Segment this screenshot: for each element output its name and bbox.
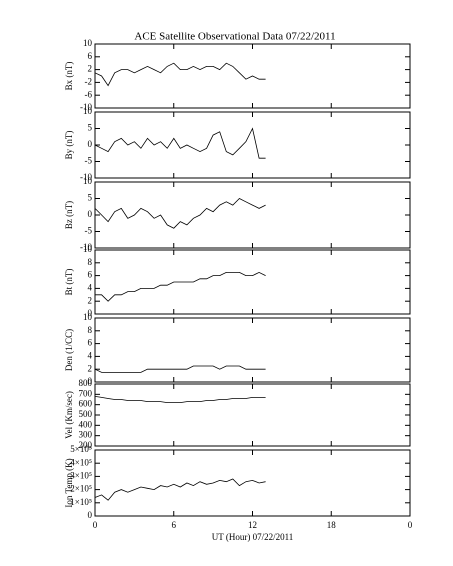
y-tick-label: -6	[85, 89, 93, 99]
y-tick-label: 600	[79, 399, 93, 409]
y-tick-label: 3×10⁵	[70, 470, 92, 480]
y-tick-label: 10	[83, 176, 93, 186]
y-axis-label: Den (1/CC)	[64, 329, 74, 371]
y-tick-label: 700	[79, 388, 93, 398]
y-tick-label: -2	[85, 76, 93, 86]
y-tick-label: 6	[88, 270, 93, 280]
y-tick-label: 8	[88, 325, 93, 335]
y-tick-label: 5	[88, 193, 93, 203]
y-axis-label: Bx (nT)	[64, 62, 74, 91]
y-tick-label: -10	[80, 102, 92, 112]
data-line	[94, 365, 266, 373]
data-line	[94, 62, 266, 87]
y-tick-label: -10	[80, 242, 92, 252]
y-tick-label: 10	[83, 38, 93, 48]
y-tick-label: -5	[85, 156, 93, 166]
y-tick-label: 200	[79, 440, 93, 450]
x-tick-label: 0	[408, 520, 413, 530]
y-tick-label: 0	[88, 376, 93, 386]
y-tick-label: -5	[85, 226, 93, 236]
data-line	[94, 478, 266, 501]
y-tick-label: 0	[88, 209, 93, 219]
data-line	[94, 396, 266, 403]
y-tick-label: 10	[83, 312, 93, 322]
y-tick-label: 5×10⁵	[70, 444, 92, 454]
x-tick-label: 6	[172, 520, 177, 530]
y-tick-label: 1×10⁵	[70, 497, 92, 507]
panel-frame	[94, 249, 411, 315]
y-tick-label: 6	[88, 51, 93, 61]
y-axis-label: By (nT)	[64, 131, 74, 160]
data-line	[94, 127, 266, 159]
chart-title: ACE Satellite Observational Data 07/22/2…	[134, 31, 335, 43]
panel-frame	[94, 383, 411, 447]
panel-frame	[94, 111, 411, 179]
y-tick-label: 500	[79, 409, 93, 419]
y-tick-label: 10	[83, 106, 93, 116]
y-tick-label: 300	[79, 430, 93, 440]
y-tick-label: 0	[88, 308, 93, 318]
y-tick-label: 400	[79, 419, 93, 429]
y-axis-label: Bt (nT)	[64, 269, 74, 296]
y-tick-label: 6	[88, 338, 93, 348]
x-tick-label: 0	[93, 520, 98, 530]
data-line	[94, 198, 266, 229]
data-line	[95, 271, 266, 302]
y-axis-label: Vel (Km/sec)	[64, 391, 74, 439]
y-tick-label: 2×10⁵	[70, 484, 92, 494]
y-tick-label: 2	[88, 64, 93, 74]
y-axis-label: Bz (nT)	[64, 201, 74, 229]
y-tick-label: 800	[79, 378, 93, 388]
panel-frame	[94, 181, 411, 249]
y-tick-label: 4	[88, 282, 93, 292]
x-tick-label: 18	[327, 520, 337, 530]
y-tick-label: 8	[88, 257, 93, 267]
y-tick-label: 0	[88, 510, 93, 520]
y-tick-label: 4	[88, 350, 93, 360]
y-tick-label: 10	[83, 244, 93, 254]
y-tick-label: 4×10⁵	[70, 457, 92, 467]
y-tick-label: 0	[88, 139, 93, 149]
y-tick-label: 2	[88, 363, 93, 373]
x-axis-label: UT (Hour) 07/22/2011	[212, 532, 294, 542]
y-tick-label: -10	[80, 172, 92, 182]
y-tick-label: 5	[88, 123, 93, 133]
x-tick-label: 12	[248, 520, 257, 530]
panel-frame	[94, 449, 411, 517]
y-tick-label: 2	[88, 295, 93, 305]
panel-frame	[94, 317, 411, 383]
y-axis-label: Ion Temp (K)	[64, 458, 74, 507]
